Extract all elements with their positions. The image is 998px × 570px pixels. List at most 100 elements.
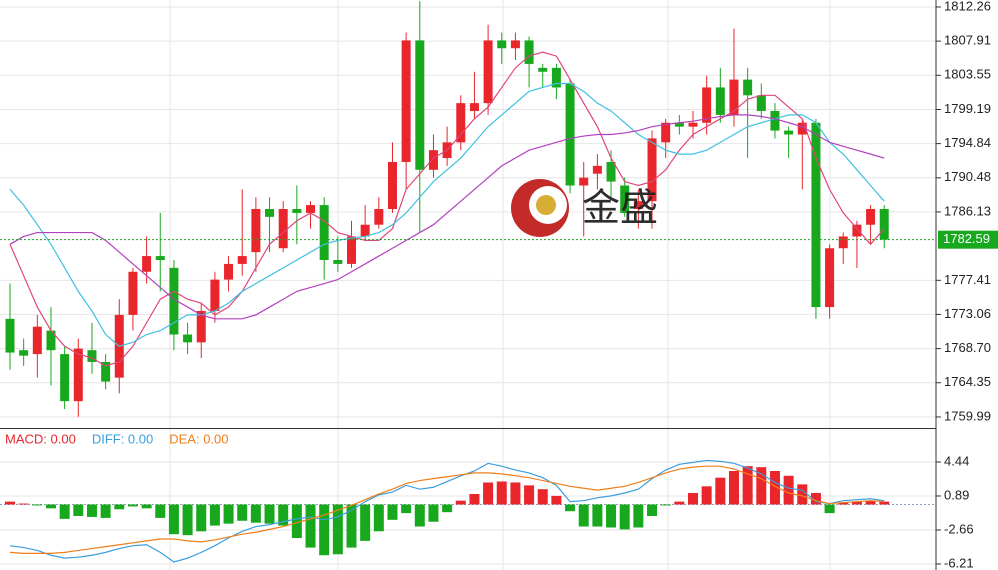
candle-body xyxy=(620,185,630,213)
candle-body xyxy=(401,40,411,162)
macd-bar xyxy=(155,504,166,518)
macd-bar xyxy=(715,477,726,505)
macd-bar xyxy=(278,504,289,526)
candle-body xyxy=(456,103,466,143)
y-tick-label: 1759.99 xyxy=(944,408,991,423)
macd-bar xyxy=(660,504,671,506)
candle-body xyxy=(374,209,384,225)
line xyxy=(9,465,885,554)
macd-bar xyxy=(756,467,767,505)
candle-body xyxy=(565,83,575,186)
candle-body xyxy=(551,67,561,88)
candle-body xyxy=(784,130,794,135)
macd-bar xyxy=(851,501,862,505)
y-tick-label: 1812.26 xyxy=(944,0,991,13)
y-tick-label: 1807.91 xyxy=(944,33,991,48)
candle-body xyxy=(60,354,70,402)
y-tick-label: 1777.41 xyxy=(944,272,991,287)
y-tick-label: 1773.06 xyxy=(944,306,991,321)
macd-bar xyxy=(237,504,248,521)
candle-body xyxy=(278,209,288,249)
watermark-text: 金盛 xyxy=(582,186,658,230)
y-tick-label: -2.66 xyxy=(944,521,974,536)
candle-body xyxy=(483,40,493,104)
macd-bar xyxy=(305,504,316,548)
macd-bar xyxy=(496,481,507,505)
macd-bar xyxy=(469,493,480,505)
macd-bar xyxy=(879,501,890,505)
macd-bar xyxy=(319,504,330,556)
macd-bar xyxy=(619,504,630,530)
candle-body xyxy=(415,40,425,170)
macd-bar xyxy=(387,504,398,520)
macd-bar xyxy=(565,504,576,512)
candle-body xyxy=(647,138,657,202)
candle-body xyxy=(319,205,329,260)
candle-body xyxy=(155,256,165,260)
macd-bar xyxy=(824,504,835,514)
legend-entry: DIFF: 0.00 xyxy=(92,431,153,446)
candle-body xyxy=(879,209,889,240)
candle-body xyxy=(142,256,152,272)
candle-body xyxy=(360,224,370,237)
macd-bar xyxy=(346,504,357,548)
macd-bar xyxy=(578,504,589,527)
candle-body xyxy=(73,348,83,402)
candle-body xyxy=(661,122,671,143)
legend-entry: DEA: 0.00 xyxy=(169,431,228,446)
candle-body xyxy=(838,236,848,249)
y-tick-label: 4.44 xyxy=(944,453,969,468)
candle-body xyxy=(811,122,821,308)
candle-body xyxy=(32,326,42,355)
candle-body xyxy=(592,165,602,174)
candle-body xyxy=(251,209,261,253)
macd-bar xyxy=(401,504,412,514)
macd-bar xyxy=(688,493,698,505)
macd-bar xyxy=(674,501,685,505)
candle-body xyxy=(183,334,193,343)
candle-body xyxy=(224,263,234,280)
y-tick-label: 1764.35 xyxy=(944,374,991,389)
y-tick-label: 1790.48 xyxy=(944,169,991,184)
macd-bar xyxy=(483,482,494,505)
candle-body xyxy=(852,224,862,237)
plot xyxy=(0,1,936,565)
macd-bar xyxy=(783,475,794,505)
macd-bar xyxy=(182,504,193,536)
y-tick-label: 1803.55 xyxy=(944,67,991,82)
candle-body xyxy=(169,267,179,335)
y-tick-label: 1794.84 xyxy=(944,135,991,150)
candle-body xyxy=(128,271,138,315)
candle-body xyxy=(497,40,507,49)
macd-bar xyxy=(168,504,179,535)
macd-bar xyxy=(73,504,84,516)
line xyxy=(9,459,885,563)
candle-body xyxy=(770,110,780,131)
line xyxy=(9,114,885,320)
candle-body xyxy=(428,150,438,170)
candle-body xyxy=(606,161,616,182)
candle-body xyxy=(688,122,698,127)
macd-bar xyxy=(332,504,343,555)
macd-bar xyxy=(250,504,261,523)
y-tick-label: 1799.19 xyxy=(944,101,991,116)
macd-bar xyxy=(196,504,207,532)
macd-bar xyxy=(797,484,808,505)
macd-bar xyxy=(86,504,97,517)
candle-body xyxy=(196,310,206,343)
macd-bar xyxy=(223,504,234,524)
macd-bar xyxy=(633,504,644,528)
candle-body xyxy=(866,209,876,225)
candle-body xyxy=(292,209,302,213)
candle-body xyxy=(702,87,712,123)
macd-bar xyxy=(360,504,371,541)
last-price-box xyxy=(938,230,998,249)
candle-body xyxy=(510,40,520,49)
candle-body xyxy=(729,79,739,115)
watermark: 金盛 xyxy=(511,179,658,237)
legend-entry: MACD: 0.00 xyxy=(5,431,76,446)
candle-body xyxy=(797,122,807,135)
candle-body xyxy=(825,248,835,308)
candle-body xyxy=(538,67,548,72)
macd-bar xyxy=(865,500,876,505)
